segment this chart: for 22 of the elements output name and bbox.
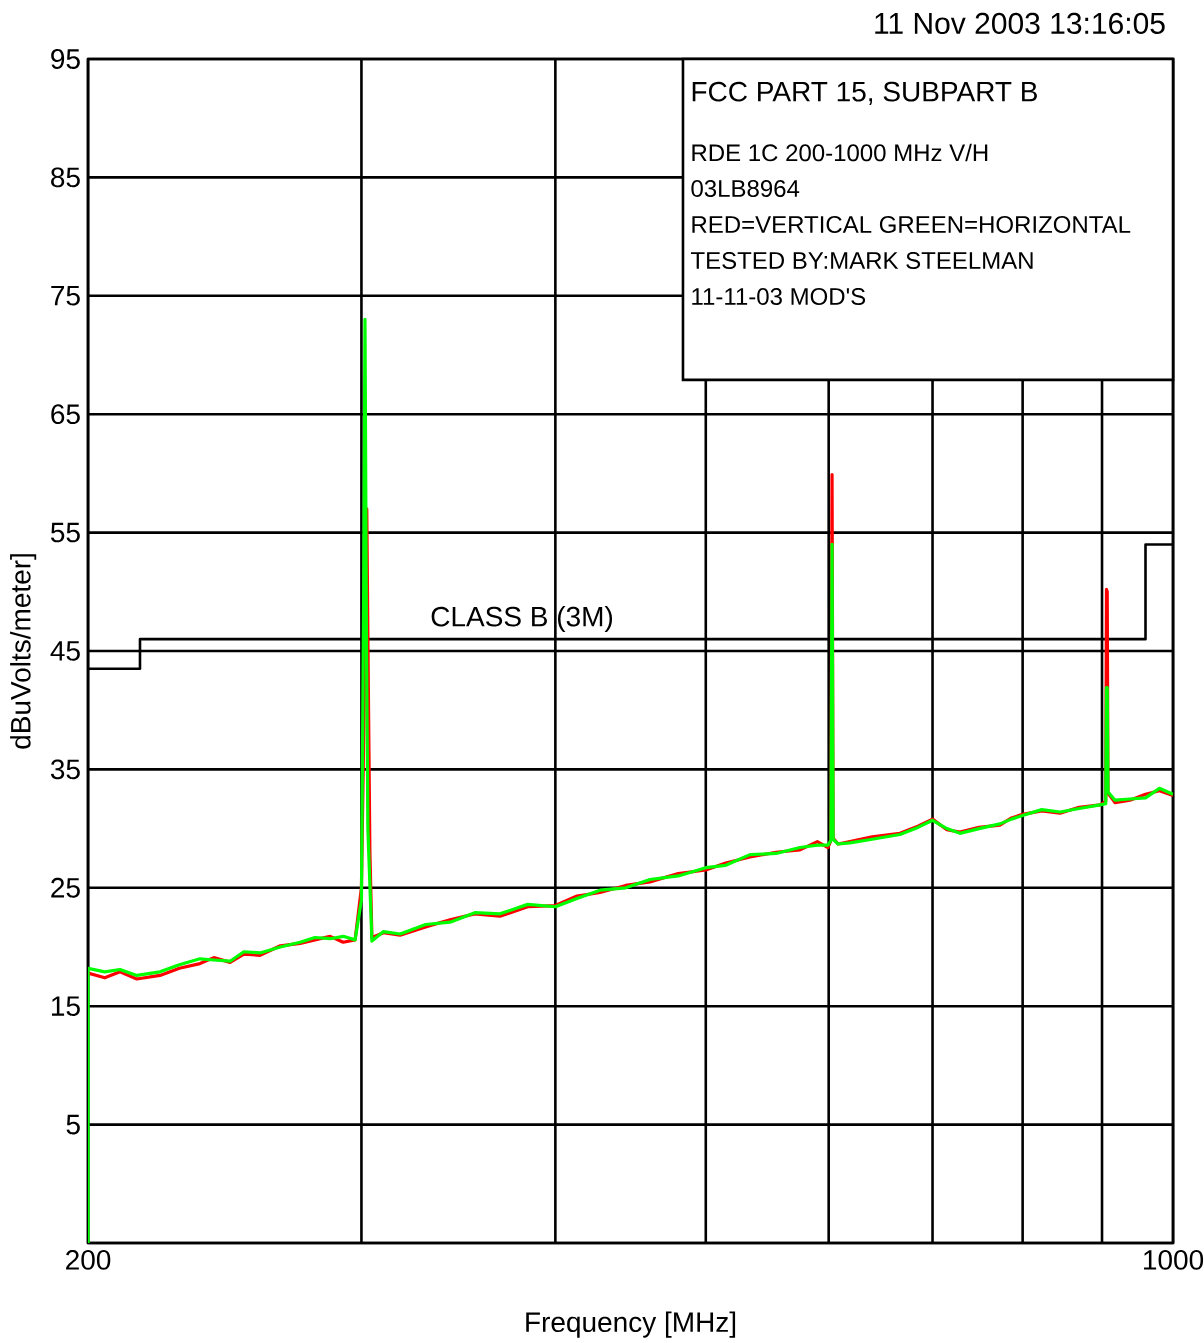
y-tick-label: 15: [51, 996, 80, 1016]
y-tick-label: 35: [50, 759, 80, 780]
y-tick-label: 75: [51, 286, 80, 306]
annotation: RED=VERTICAL GREEN=HORIZONTAL: [692, 216, 1131, 234]
annotation: TESTED BY:MARK STEELMAN: [690, 252, 1033, 270]
y-tick-label: 25: [51, 877, 80, 898]
x-axis-title: Frequency [MHz]: [526, 1311, 736, 1338]
y-tick-label: 65: [51, 404, 80, 425]
x-tick-label: 1000: [1144, 1250, 1204, 1270]
annotation: 11-11-03 MOD'S: [692, 288, 866, 305]
y-axis-title: dBuVolts/meter]: [10, 554, 37, 749]
annotation: 03LB8964: [691, 180, 800, 198]
annotation: RDE 1C 200-1000 MHz V/H: [692, 143, 988, 162]
annotation: FCC PART 15, SUBPART B: [692, 81, 1037, 105]
y-tick-label: 55: [50, 522, 80, 543]
chart-title: 11 Nov 2003 13:16:05: [875, 12, 1165, 34]
y-tick-label: 95: [51, 49, 80, 69]
y-tick-label: 5: [66, 1114, 80, 1135]
series-label: CLASS B (3M): [431, 606, 613, 633]
y-tick-label: 85: [51, 167, 80, 188]
y-tick-label: 45: [50, 641, 80, 661]
x-tick-label: 200: [66, 1250, 111, 1270]
